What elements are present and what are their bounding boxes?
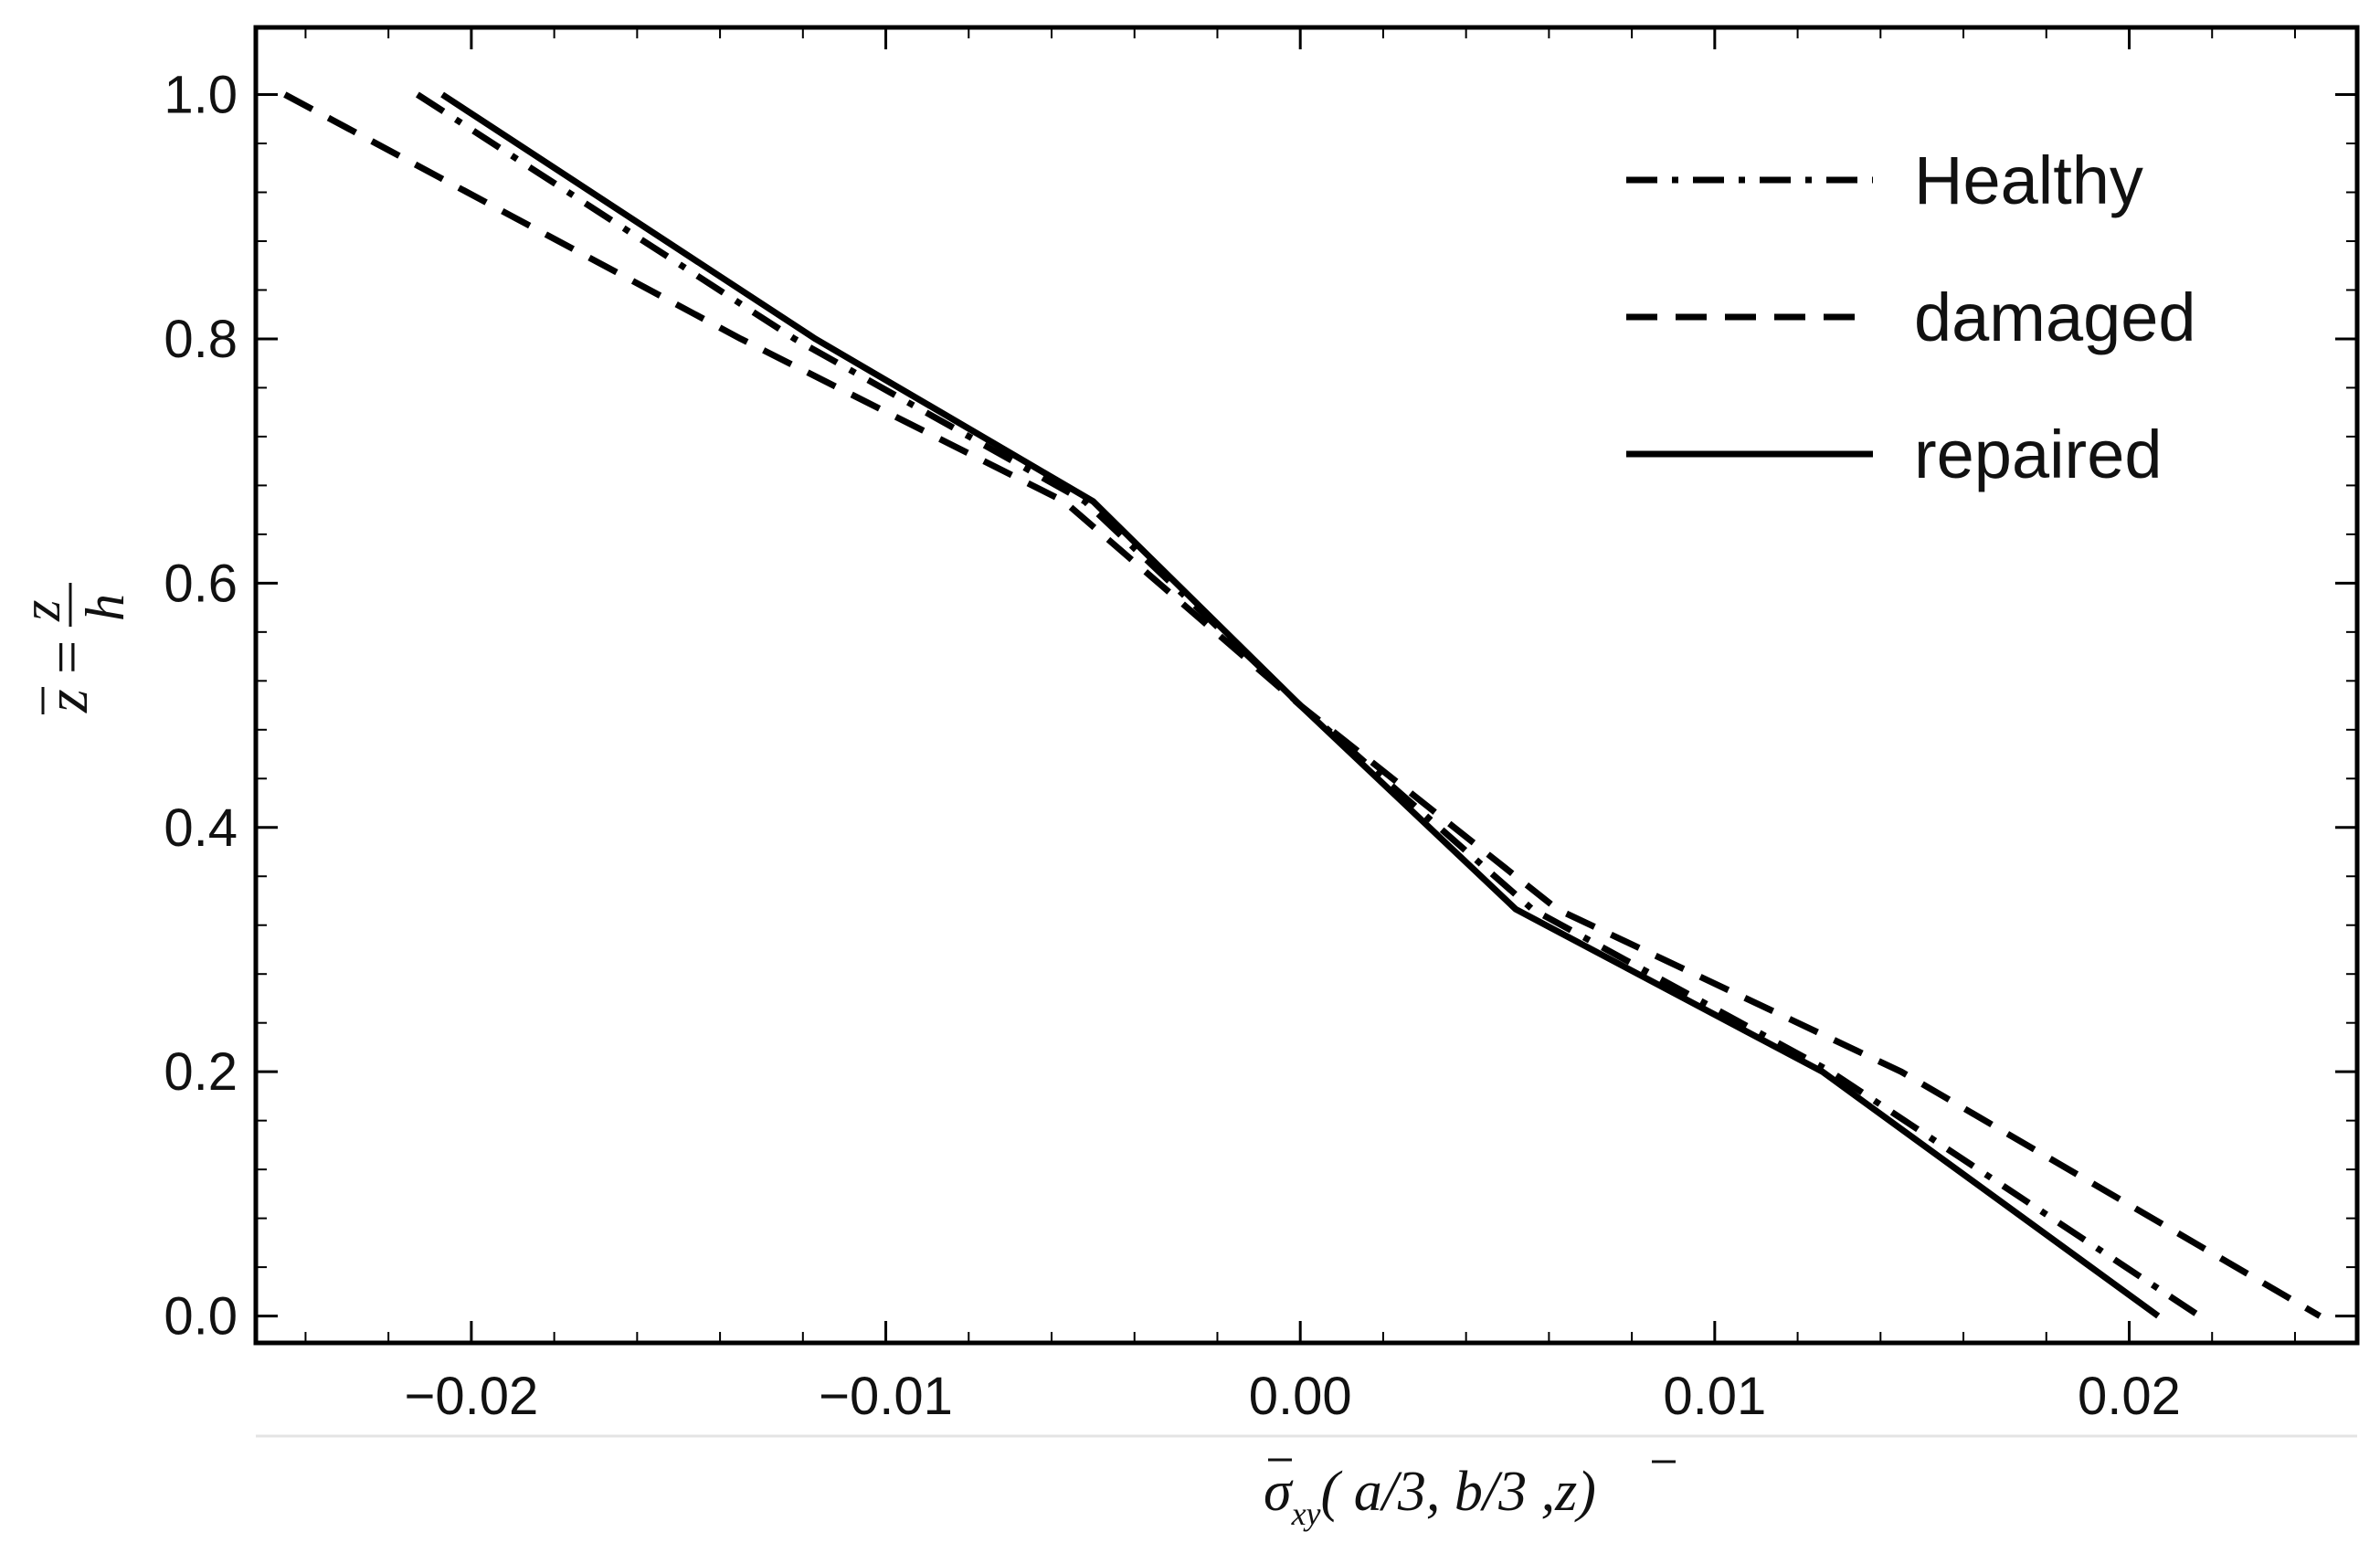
y-label-lhs: z [34,689,100,713]
x-tick-label: 0.00 [1249,1367,1352,1426]
x-tick-label: −0.02 [405,1367,539,1426]
y-tick-label: 0.6 [164,554,238,613]
x-tick-label: 0.02 [2078,1367,2181,1426]
legend-label-damaged: damaged [1914,280,2196,355]
y-tick-label: 0.0 [164,1287,238,1347]
y-tick-label: 1.0 [164,66,238,125]
y-tick-label: 0.4 [164,798,238,858]
legend-label-repaired: repaired [1914,417,2163,492]
y-label-equals: = [34,640,100,674]
legend-label-healthy: Healthy [1914,143,2143,218]
x-tick-label: 0.01 [1663,1367,1766,1426]
x-label-sub: xy [1291,1495,1321,1532]
series-line-healthy [415,91,2202,1319]
tick-labels: −0.02 −0.01 0.00 0.01 0.02 0.0 0.2 0.4 0.6 0.8 1.0 [164,66,2181,1426]
x-label-close: ) [1574,1461,1596,1523]
y-tick-label: 0.2 [164,1042,238,1102]
x-tick-label: −0.01 [819,1367,953,1426]
x-axis-label: σxy( a/3, b/3 ,z) [1264,1458,1676,1532]
axis-ticks [256,27,2357,1343]
y-axis-label: z = z h [11,583,135,714]
y-label-numerator: z [11,600,71,622]
legend: Healthy damaged repaired [1626,143,2196,492]
x-label-args: ( a/3, b/3 , [1321,1461,1556,1523]
svg-text:σxy( a/3, b/3 ,z): σxy( a/3, b/3 ,z) [1264,1461,1596,1532]
data-series [283,91,2322,1319]
y-label-denominator: h [75,594,135,621]
x-label-base: σ [1264,1461,1294,1523]
series-line-repaired [440,91,2161,1319]
plot-frame [253,25,2360,1346]
y-tick-label: 0.8 [164,310,238,369]
x-label-z: z [1554,1461,1577,1523]
